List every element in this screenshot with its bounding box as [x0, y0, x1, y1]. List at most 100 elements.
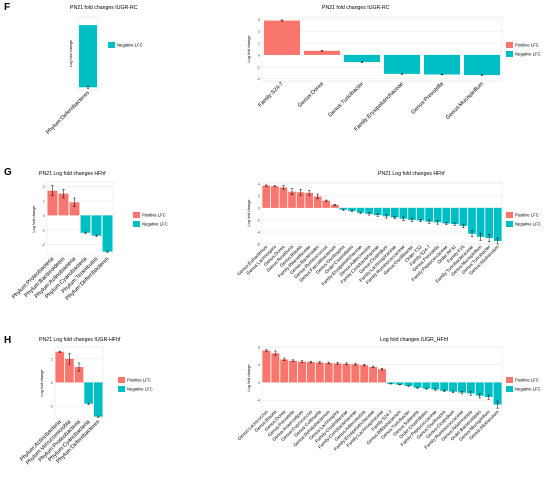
y-tick-label: -2 — [257, 218, 260, 222]
y-tick-label: 0 — [43, 214, 45, 218]
bar — [484, 382, 493, 398]
x-tick-label: Family:S24-7 — [257, 81, 285, 109]
x-tick-label: Genus:Dorea — [297, 81, 325, 109]
legend-swatch — [506, 212, 513, 218]
y-tick-label: 0 — [258, 381, 260, 385]
bar — [425, 207, 433, 222]
y-tick-label: -2 — [42, 243, 45, 247]
bar — [459, 207, 468, 226]
chart-title: Log fold changes IUGR_HFhf — [380, 337, 449, 343]
chart-g-left: PN21 Log fold changes HFhf -2 -1 0 1 2 Log fol… — [11, 171, 167, 302]
bar — [408, 207, 416, 220]
y-tick-label: 8 — [258, 346, 260, 350]
bar — [431, 382, 440, 390]
y-axis-label: Log fold change — [32, 205, 36, 232]
bar — [449, 382, 458, 392]
plot-area — [46, 181, 114, 257]
bar — [262, 185, 271, 208]
y-tick-label: 2 — [258, 194, 260, 198]
legend-label: Negative LFC — [127, 387, 153, 392]
legend-label: Positive LFC — [515, 213, 539, 218]
figure-panel-letter-h: H — [4, 335, 12, 346]
legend-label: Negative LFC — [142, 222, 168, 227]
y-tick-label: 4 — [258, 182, 260, 186]
y-tick-label: 0 — [258, 53, 260, 57]
y-tick-label: -4 — [257, 230, 260, 234]
bar — [102, 215, 113, 252]
legend-label: Positive LFC — [127, 378, 151, 383]
legend-label: Negative LFC — [515, 52, 541, 57]
bar — [433, 207, 442, 223]
legend-swatch — [133, 221, 140, 227]
legend-swatch — [118, 377, 125, 383]
bar — [306, 362, 315, 383]
bar — [80, 215, 91, 233]
chart-f-left: PN21 fold changes IUGR-RC Log fold change… — [45, 5, 142, 136]
bar — [279, 187, 288, 208]
y-axis-label: Log fold change — [247, 35, 251, 62]
bar — [74, 367, 84, 383]
bar — [440, 382, 449, 391]
bar — [395, 382, 404, 385]
bar — [333, 363, 342, 383]
y-tick-label: -2 — [50, 405, 53, 409]
legend-label: Negative LFC — [515, 222, 541, 227]
x-tick-label: Genus:Turicibacter — [327, 81, 365, 119]
y-tick-label: 0 — [258, 206, 260, 210]
bar — [93, 382, 103, 417]
legend-swatch — [506, 377, 513, 383]
bar — [264, 20, 300, 55]
bar — [315, 362, 324, 383]
bar — [399, 207, 408, 219]
bar — [288, 191, 296, 208]
bar — [485, 207, 493, 238]
chart-title: PN21 fold changes IUGR-RC — [70, 5, 138, 11]
y-tick-label: 2 — [258, 30, 260, 34]
chart-g-right: PN21 Log fold changes HFhf -6 -4 -2 0 2 4 Log f… — [236, 171, 540, 287]
bar — [79, 25, 97, 88]
bar — [69, 202, 80, 216]
bar — [416, 207, 425, 221]
y-tick-label: 2 — [51, 357, 53, 361]
bar — [382, 207, 391, 217]
bar — [280, 359, 289, 383]
bar — [468, 207, 476, 234]
bar — [342, 363, 351, 383]
y-tick-label: 1 — [43, 199, 45, 203]
bar — [365, 207, 373, 214]
figure-panel-letter-g: G — [4, 167, 12, 178]
bar — [384, 54, 420, 74]
chart-title: PN21 fold changes IUGR-RC — [322, 5, 390, 11]
bar — [331, 204, 339, 208]
bar — [475, 382, 484, 396]
plot-area — [261, 16, 503, 82]
chart-title: PN21 Log fold changes HFhf — [39, 171, 106, 177]
bar — [339, 207, 348, 210]
bar — [493, 207, 502, 241]
legend-label: Positive LFC — [142, 213, 166, 218]
figure-panel-letter-f: F — [4, 2, 11, 13]
y-tick-label: -2 — [257, 77, 260, 81]
bar — [424, 54, 460, 75]
bar — [466, 382, 475, 394]
chart-f-right: PN21 fold changes IUGR-RC -2 -1 0 1 2 3 Log fol… — [247, 5, 541, 133]
legend-label: Positive LFC — [515, 43, 539, 48]
legend-swatch — [133, 212, 140, 218]
y-axis-label: Log fold change — [247, 364, 251, 391]
bar — [458, 382, 466, 393]
y-tick-label: 3 — [258, 18, 260, 22]
bar — [373, 207, 382, 216]
y-tick-label: -6 — [257, 243, 260, 247]
bar — [391, 207, 399, 218]
y-tick-label: 1 — [258, 42, 260, 46]
chart-title: PN21 Log fold changes HFhf — [378, 171, 445, 177]
bar — [58, 193, 69, 216]
bar — [324, 362, 333, 383]
y-tick-label: -1 — [257, 65, 260, 69]
bar — [386, 382, 395, 384]
x-tick-label: Phylum:Deferribacteres — [45, 90, 91, 136]
chart-h-right: Log fold changes IUGR_HFhf -4 0 4 8 Log fold … — [237, 337, 541, 452]
bar — [298, 361, 306, 383]
y-axis-label: Log fold change — [69, 40, 73, 67]
